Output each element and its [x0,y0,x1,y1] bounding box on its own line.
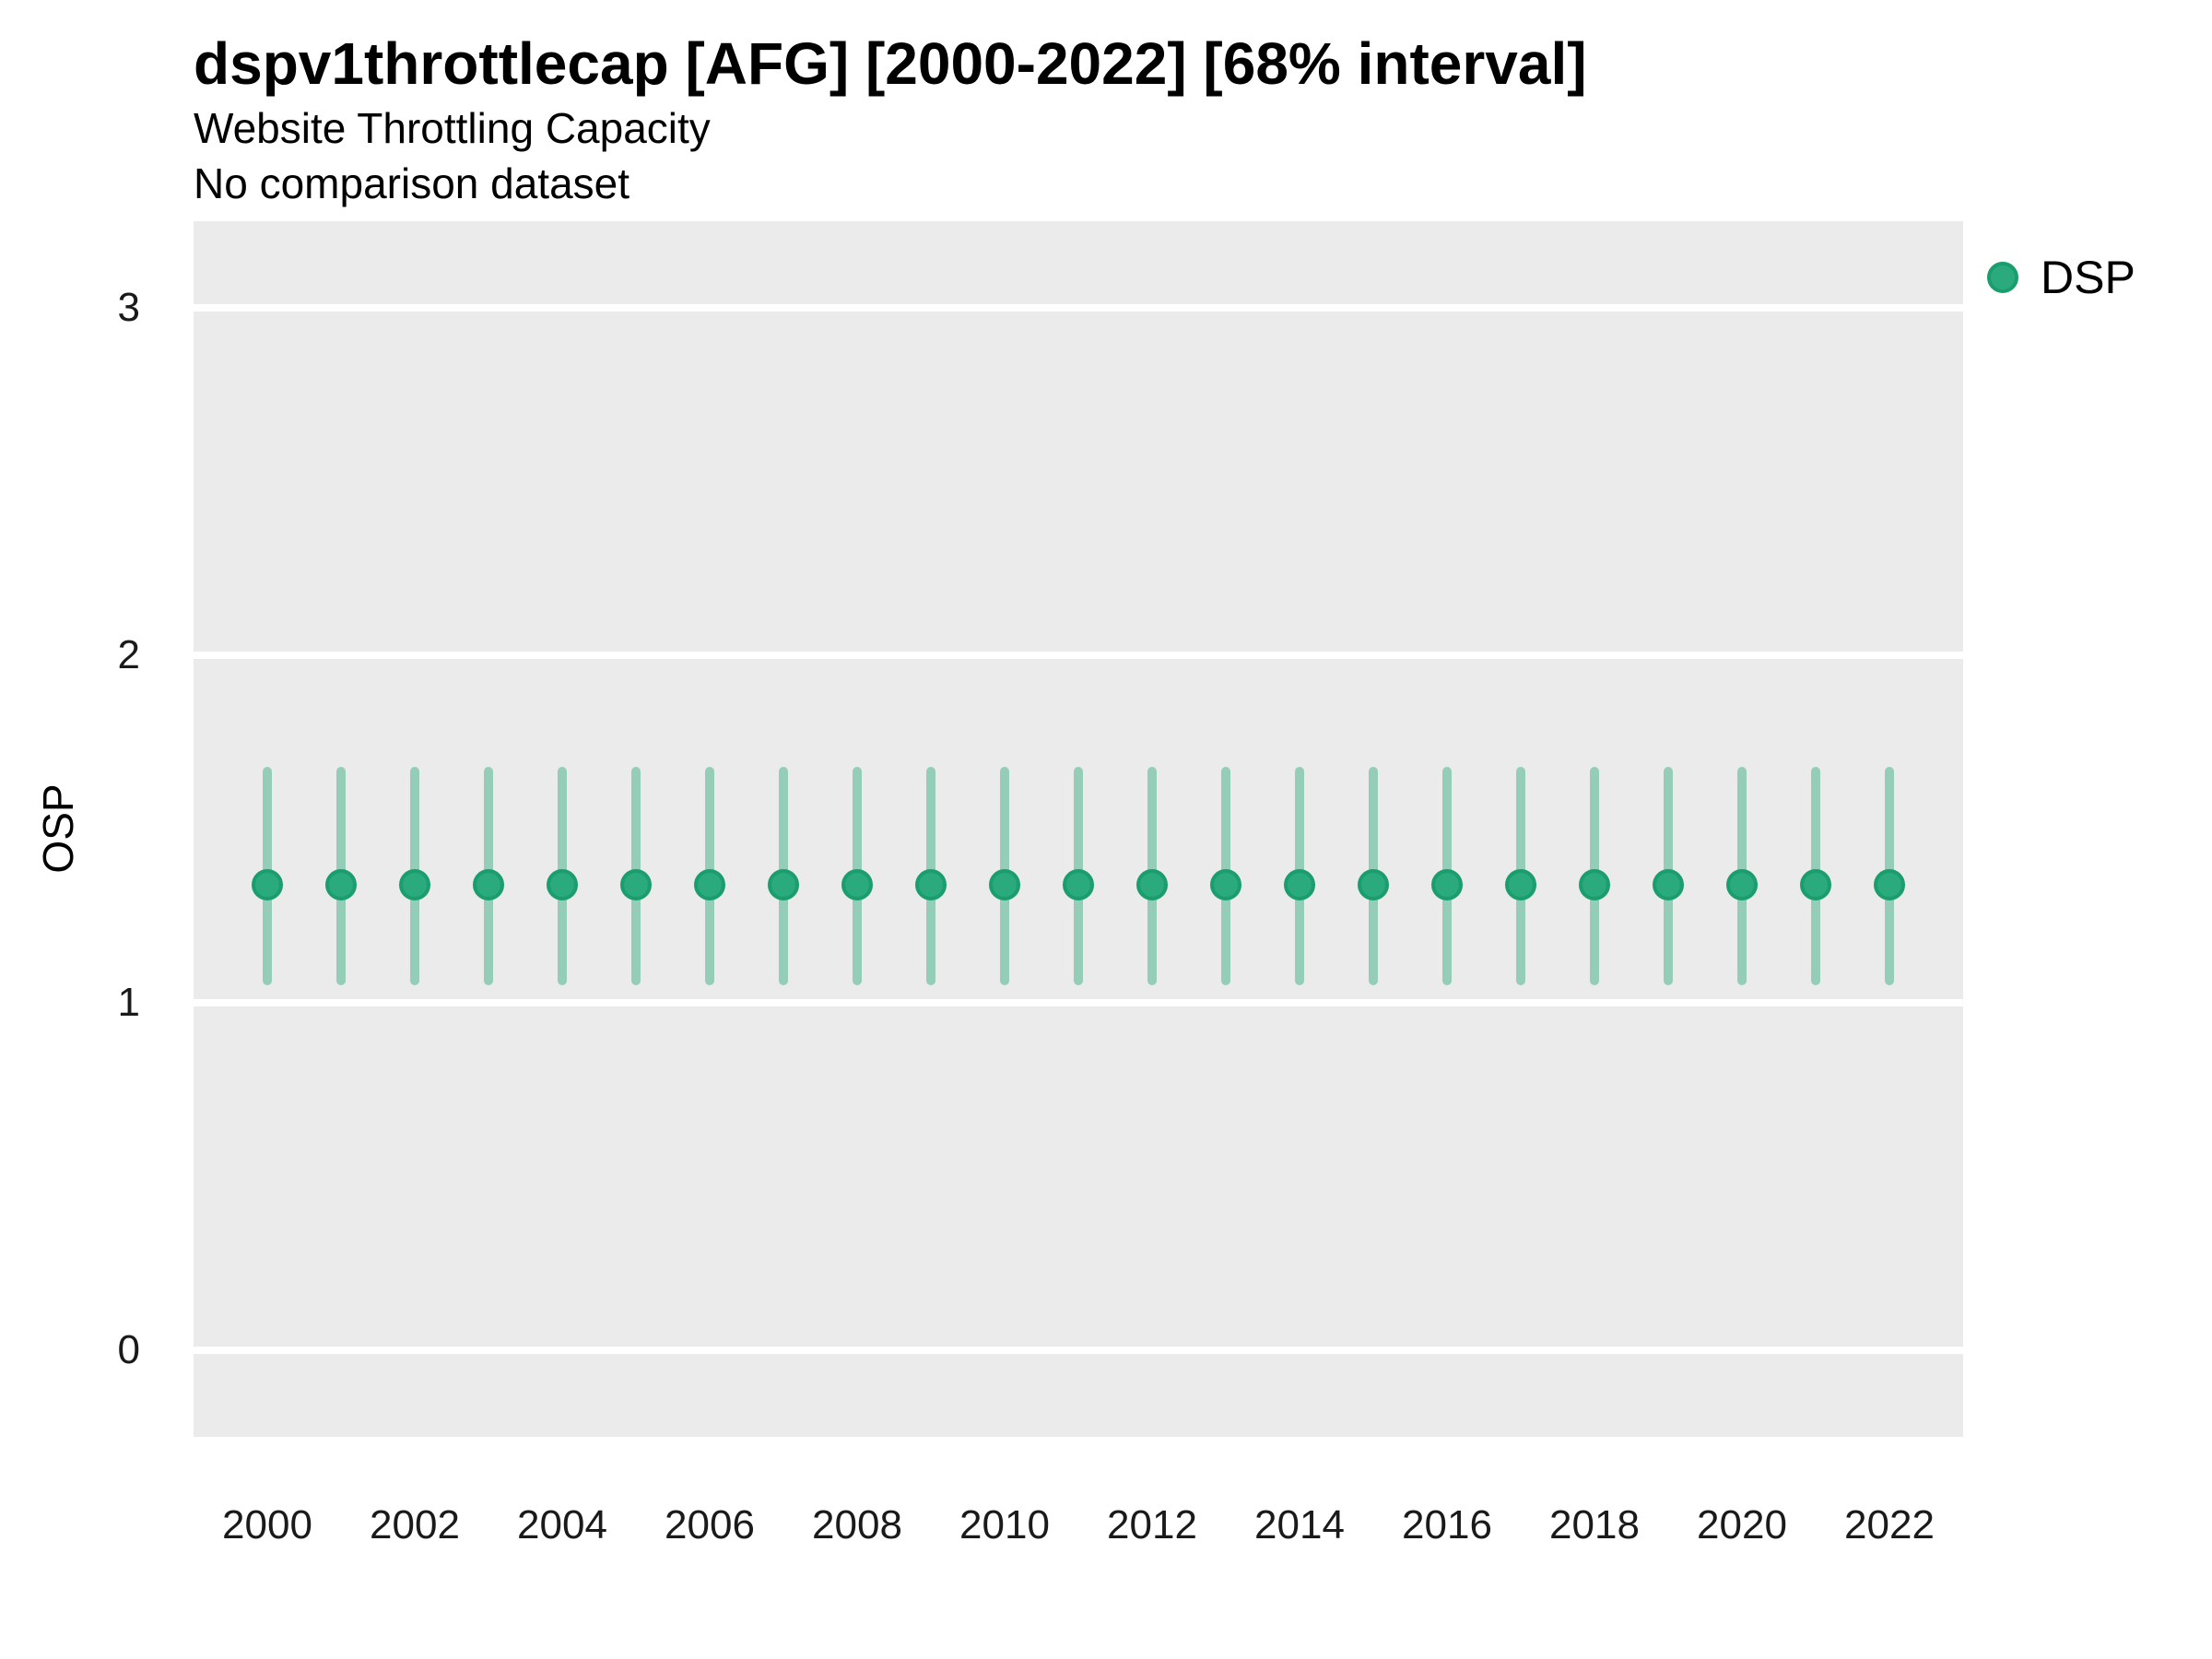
data-point-2022 [1874,868,1905,900]
data-point-2009 [915,868,947,900]
data-point-2003 [473,868,504,900]
data-point-2019 [1653,868,1684,900]
x-tick-label-2010: 2010 [959,1502,1050,1547]
data-point-2010 [989,868,1020,900]
y-axis-title: OSP [34,783,82,874]
x-axis-tick-labels: 2000 2002 2004 2006 2008 2010 2012 2014 2016 2018… [194,1504,1963,1550]
comparison-note: No comparison dataset [194,159,630,207]
gridline-y-1 [194,998,1963,1006]
x-tick-label-2014: 2014 [1254,1502,1345,1547]
x-tick-label-2004: 2004 [517,1502,607,1547]
gridline-y-0 [194,1346,1963,1354]
y-tick-label-0: 0 [117,1326,140,1372]
data-point-2000 [252,868,283,900]
data-point-2013 [1210,868,1241,900]
data-point-2008 [841,868,873,900]
data-point-2021 [1800,868,1831,900]
data-point-2001 [325,868,357,900]
chart-title: dspv1throttlecap [AFG] [2000-2022] [68% … [194,30,1587,97]
x-tick-label-2018: 2018 [1549,1502,1640,1547]
x-tick-label-2012: 2012 [1107,1502,1197,1547]
x-tick-label-2000: 2000 [222,1502,312,1547]
gridline-y-2 [194,652,1963,660]
data-point-2012 [1136,868,1168,900]
gridline-y-3 [194,304,1963,312]
plot-panel [194,221,1963,1437]
data-point-2014 [1284,868,1315,900]
x-tick-label-2006: 2006 [665,1502,755,1547]
data-point-2004 [547,868,578,900]
data-point-2018 [1579,868,1610,900]
data-point-2011 [1063,868,1094,900]
chart-subtitle: Website Throttling Capacity [194,104,711,152]
legend: DSP [1987,251,2136,304]
data-point-2016 [1431,868,1463,900]
x-tick-label-2002: 2002 [370,1502,460,1547]
x-tick-label-2020: 2020 [1697,1502,1787,1547]
data-point-2020 [1726,868,1758,900]
x-tick-label-2022: 2022 [1844,1502,1935,1547]
data-point-2005 [620,868,652,900]
legend-label: DSP [2041,252,2136,303]
data-point-2002 [399,868,430,900]
data-point-2006 [694,868,725,900]
y-tick-label-1: 1 [117,979,140,1025]
data-point-2015 [1358,868,1389,900]
x-tick-label-2016: 2016 [1402,1502,1492,1547]
data-point-2007 [768,868,799,900]
y-tick-label-2: 2 [117,632,140,678]
data-point-2017 [1505,868,1536,900]
x-tick-label-2008: 2008 [812,1502,902,1547]
legend-point-icon [1987,262,2018,293]
y-tick-label-3: 3 [117,285,140,331]
